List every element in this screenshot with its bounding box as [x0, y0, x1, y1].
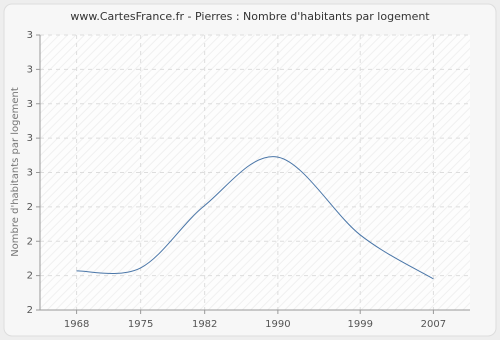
x-tick-label: 1999 — [347, 319, 372, 330]
y-tick-label: 3 — [27, 30, 33, 41]
chart-title: www.CartesFrance.fr - Pierres : Nombre d… — [70, 10, 430, 23]
y-tick-label: 3 — [27, 99, 33, 110]
y-tick-label: 2 — [27, 271, 33, 282]
y-tick-label: 2 — [27, 236, 33, 247]
x-tick-label: 1990 — [265, 319, 290, 330]
y-tick-label: 2 — [27, 305, 33, 316]
y-tick-label: 3 — [27, 168, 33, 179]
x-tick-label: 1975 — [128, 319, 153, 330]
y-tick-label: 3 — [27, 133, 33, 144]
x-tick-label: 2007 — [421, 319, 446, 330]
plot-area — [40, 35, 470, 310]
x-tick-label: 1968 — [64, 319, 89, 330]
x-tick-label: 1982 — [192, 319, 217, 330]
y-tick-label: 3 — [27, 64, 33, 75]
y-axis-label: Nombre d'habitants par logement — [10, 87, 21, 257]
y-tick-label: 2 — [27, 202, 33, 213]
line — [76, 156, 434, 280]
